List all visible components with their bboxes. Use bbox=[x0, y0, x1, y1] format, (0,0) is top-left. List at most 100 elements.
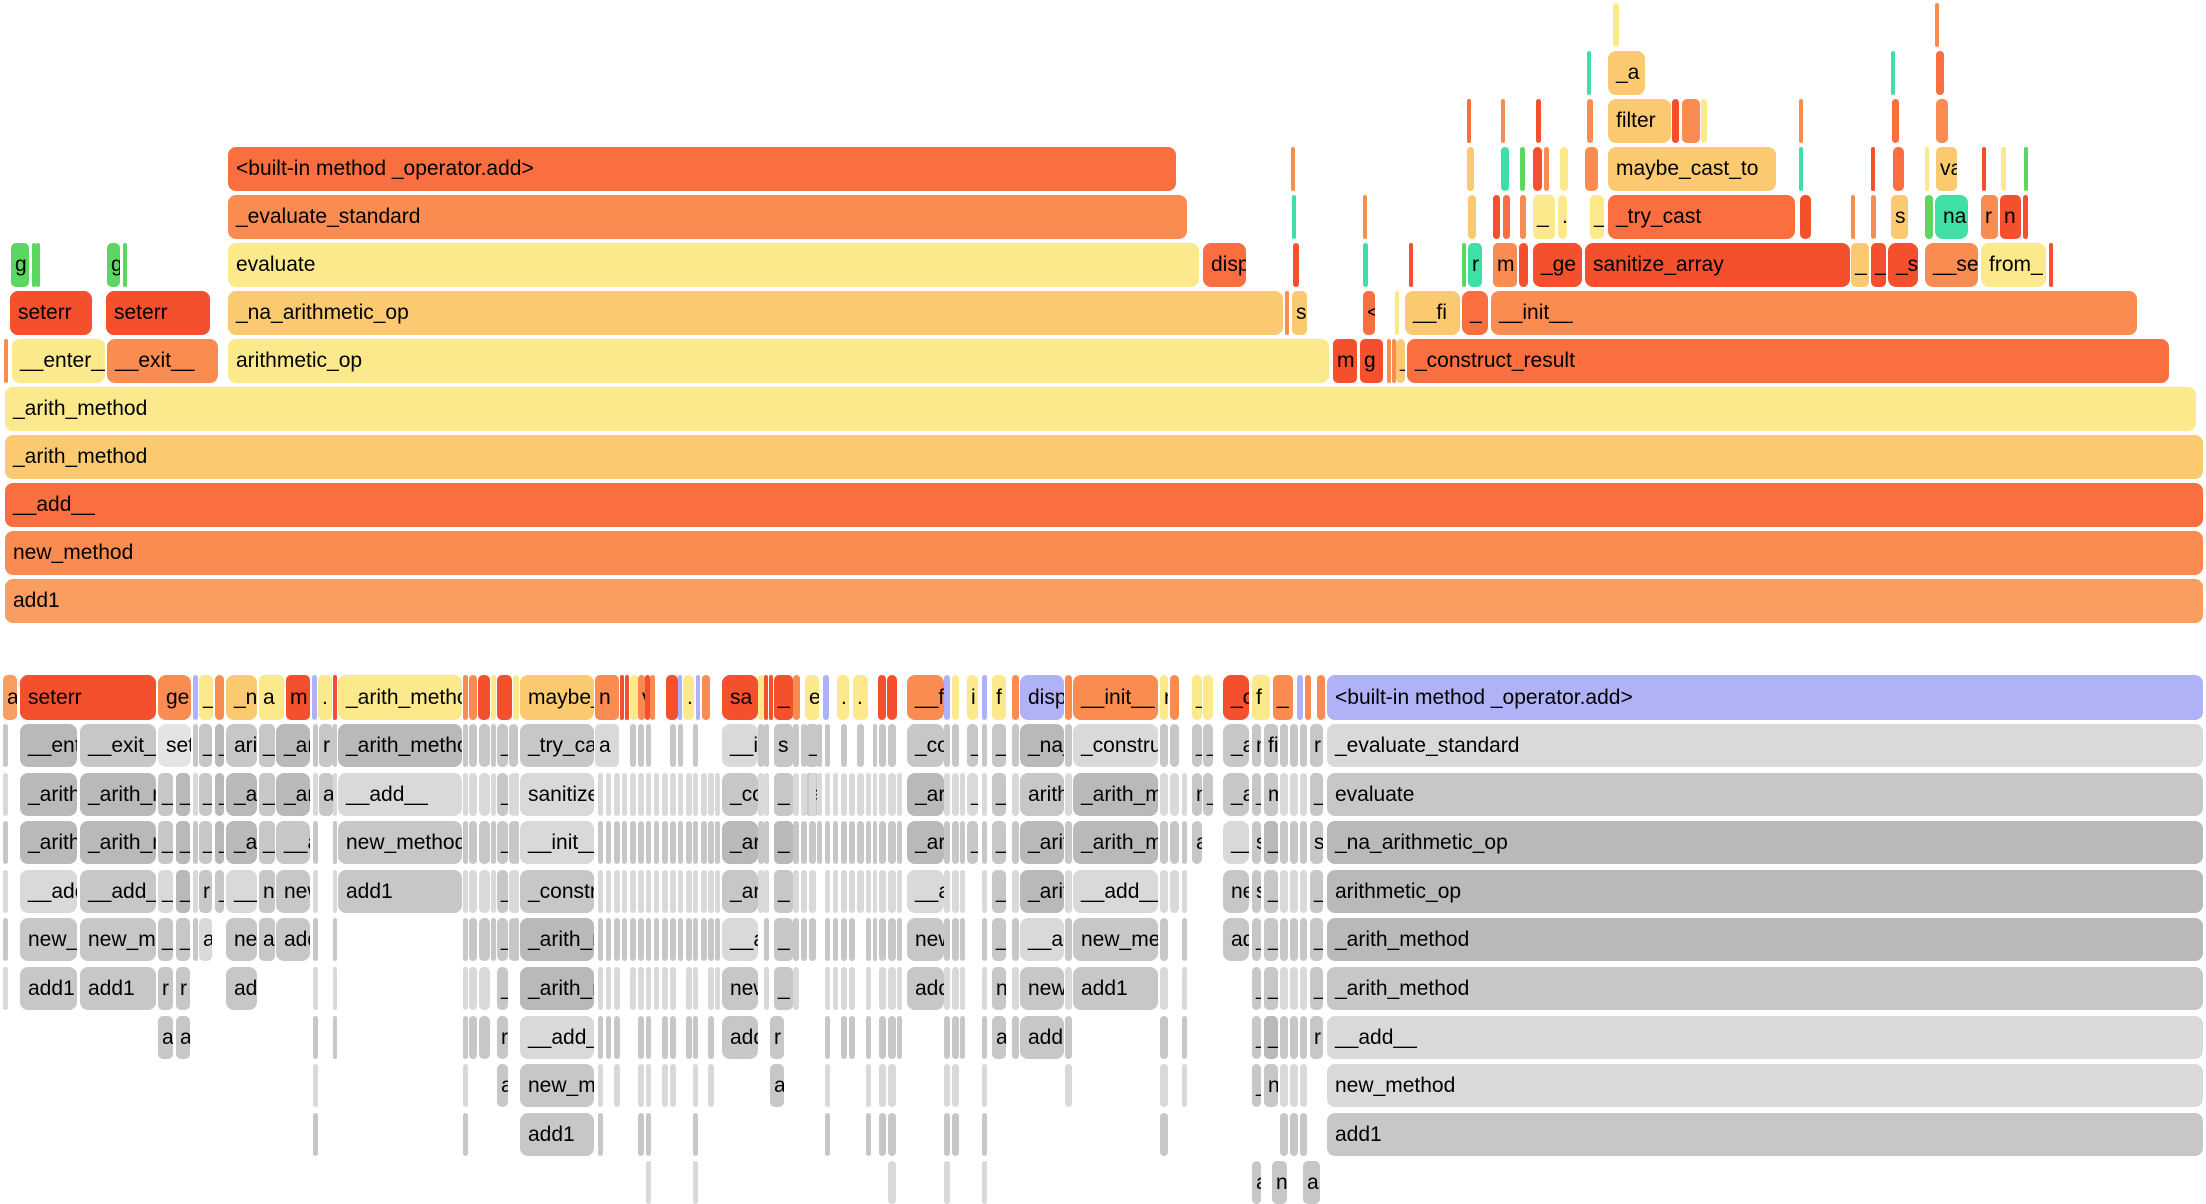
bottom-caller-frame[interactable]: _ bbox=[199, 724, 212, 767]
bottom-thin-frame[interactable] bbox=[952, 821, 959, 864]
top-frame[interactable]: _na_arithmetic_op bbox=[228, 291, 1283, 335]
bottom-thin-frame[interactable] bbox=[509, 918, 518, 961]
bottom-header-frame[interactable] bbox=[333, 675, 337, 720]
bottom-header-frame[interactable] bbox=[1170, 675, 1179, 720]
bottom-thin-frame[interactable] bbox=[944, 1016, 950, 1059]
top-frame[interactable] bbox=[1587, 99, 1593, 143]
top-frame[interactable] bbox=[1493, 195, 1500, 239]
bottom-caller-frame[interactable]: _ bbox=[774, 967, 793, 1010]
bottom-thin-frame[interactable] bbox=[469, 773, 477, 816]
bottom-header-frame[interactable] bbox=[1065, 675, 1072, 720]
bottom-caller-frame[interactable]: _arith_method bbox=[226, 773, 257, 816]
bottom-thin-frame[interactable] bbox=[646, 967, 651, 1010]
bottom-thin-frame[interactable] bbox=[715, 821, 720, 864]
bottom-caller-frame[interactable]: _ bbox=[992, 870, 1006, 913]
bottom-thin-frame[interactable] bbox=[833, 821, 838, 864]
bottom-header-frame[interactable] bbox=[702, 675, 710, 720]
bottom-caller-frame[interactable]: _ bbox=[215, 724, 224, 767]
bottom-caller-frame[interactable]: _ bbox=[774, 773, 793, 816]
bottom-thin-frame[interactable] bbox=[1160, 1113, 1168, 1156]
top-frame[interactable]: _arith_method bbox=[5, 435, 2203, 479]
bottom-thin-frame[interactable] bbox=[514, 918, 519, 961]
bottom-thin-frame[interactable] bbox=[866, 870, 871, 913]
bottom-thin-frame[interactable] bbox=[1290, 724, 1298, 767]
bottom-thin-frame[interactable] bbox=[670, 918, 676, 961]
bottom-thin-frame[interactable] bbox=[960, 821, 965, 864]
bottom-thin-frame[interactable] bbox=[1160, 773, 1168, 816]
bottom-caller-frame[interactable]: a bbox=[158, 1016, 173, 1059]
bottom-caller-frame[interactable]: _construct_result bbox=[520, 870, 594, 913]
bottom-thin-frame[interactable] bbox=[598, 870, 603, 913]
bottom-thin-frame[interactable] bbox=[491, 773, 496, 816]
bottom-caller-frame[interactable]: __add__ bbox=[80, 870, 156, 913]
bottom-thin-frame[interactable] bbox=[801, 918, 807, 961]
bottom-thin-frame[interactable] bbox=[897, 821, 902, 864]
bottom-thin-frame[interactable] bbox=[825, 821, 830, 864]
top-frame[interactable]: va bbox=[1936, 147, 1957, 191]
bottom-thin-frame[interactable] bbox=[873, 773, 877, 816]
bottom-caller-frame[interactable]: add1 bbox=[520, 1113, 594, 1156]
bottom-header-frame[interactable]: _n bbox=[226, 675, 257, 720]
bottom-caller-frame[interactable]: new_method bbox=[1073, 918, 1158, 961]
bottom-thin-frame[interactable] bbox=[708, 870, 714, 913]
bottom-thin-frame[interactable] bbox=[825, 967, 830, 1010]
top-frame[interactable] bbox=[1560, 147, 1568, 191]
top-frame[interactable]: sanitize_array bbox=[1585, 243, 1850, 287]
bottom-thin-frame[interactable] bbox=[1182, 1016, 1187, 1059]
bottom-thin-frame[interactable] bbox=[873, 821, 877, 864]
bottom-thin-frame[interactable] bbox=[817, 724, 822, 767]
bottom-thin-frame[interactable] bbox=[670, 1064, 676, 1107]
bottom-header-frame[interactable]: r bbox=[1160, 675, 1168, 720]
bottom-thin-frame[interactable] bbox=[491, 870, 496, 913]
top-frame[interactable]: n bbox=[2000, 195, 2021, 239]
bottom-thin-frame[interactable] bbox=[960, 918, 965, 961]
bottom-thin-frame[interactable] bbox=[479, 967, 490, 1010]
bottom-thin-frame[interactable] bbox=[693, 1016, 698, 1059]
bottom-thin-frame[interactable] bbox=[841, 918, 847, 961]
bottom-header-frame[interactable]: a bbox=[259, 675, 284, 720]
bottom-thin-frame[interactable] bbox=[849, 773, 855, 816]
bottom-thin-frame[interactable] bbox=[841, 773, 847, 816]
bottom-thin-frame[interactable] bbox=[833, 918, 838, 961]
top-frame[interactable]: __exit__ bbox=[107, 339, 218, 383]
bottom-thin-frame[interactable] bbox=[982, 1016, 987, 1059]
bottom-thin-frame[interactable] bbox=[1160, 1064, 1168, 1107]
bottom-header-frame[interactable]: f bbox=[1252, 675, 1270, 720]
bottom-thin-frame[interactable] bbox=[630, 918, 636, 961]
top-frame[interactable]: _a bbox=[1608, 51, 1645, 95]
bottom-thin-frame[interactable] bbox=[944, 918, 950, 961]
bottom-thin-frame[interactable] bbox=[960, 773, 965, 816]
bottom-thin-frame[interactable] bbox=[1160, 918, 1168, 961]
bottom-caller-frame[interactable]: _ bbox=[497, 724, 508, 767]
bottom-caller-frame[interactable]: _arith_method bbox=[1327, 918, 2203, 961]
bottom-thin-frame[interactable] bbox=[1160, 967, 1168, 1010]
bottom-caller-frame[interactable]: new_method bbox=[276, 870, 310, 913]
top-frame[interactable] bbox=[32, 243, 36, 287]
top-frame[interactable] bbox=[1533, 147, 1542, 191]
bottom-thin-frame[interactable] bbox=[469, 821, 477, 864]
bottom-thin-frame[interactable] bbox=[638, 918, 644, 961]
top-frame[interactable] bbox=[1935, 3, 1939, 47]
bottom-thin-frame[interactable] bbox=[638, 724, 644, 767]
bottom-caller-frame[interactable]: _ bbox=[497, 821, 508, 864]
bottom-thin-frame[interactable] bbox=[1065, 1064, 1072, 1107]
bottom-thin-frame[interactable] bbox=[313, 1016, 318, 1059]
bottom-caller-frame[interactable]: _ bbox=[215, 821, 224, 864]
bottom-thin-frame[interactable] bbox=[715, 773, 720, 816]
bottom-caller-frame[interactable]: _ bbox=[1264, 1016, 1278, 1059]
top-frame[interactable]: evaluate bbox=[228, 243, 1199, 287]
top-frame[interactable]: g bbox=[1360, 339, 1383, 383]
bottom-thin-frame[interactable] bbox=[606, 1016, 611, 1059]
bottom-thin-frame[interactable] bbox=[193, 918, 198, 961]
bottom-thin-frame[interactable] bbox=[1290, 967, 1298, 1010]
bottom-thin-frame[interactable] bbox=[982, 870, 987, 913]
bottom-caller-frame[interactable]: arithmetic_op bbox=[1020, 773, 1064, 816]
bottom-thin-frame[interactable] bbox=[662, 773, 668, 816]
bottom-thin-frame[interactable] bbox=[469, 724, 477, 767]
bottom-caller-frame[interactable]: a bbox=[1303, 1161, 1320, 1204]
bottom-thin-frame[interactable] bbox=[193, 870, 198, 913]
bottom-thin-frame[interactable] bbox=[758, 870, 764, 913]
bottom-header-frame[interactable] bbox=[630, 675, 638, 720]
bottom-caller-frame[interactable]: new_method bbox=[1020, 967, 1064, 1010]
bottom-thin-frame[interactable] bbox=[662, 1016, 668, 1059]
